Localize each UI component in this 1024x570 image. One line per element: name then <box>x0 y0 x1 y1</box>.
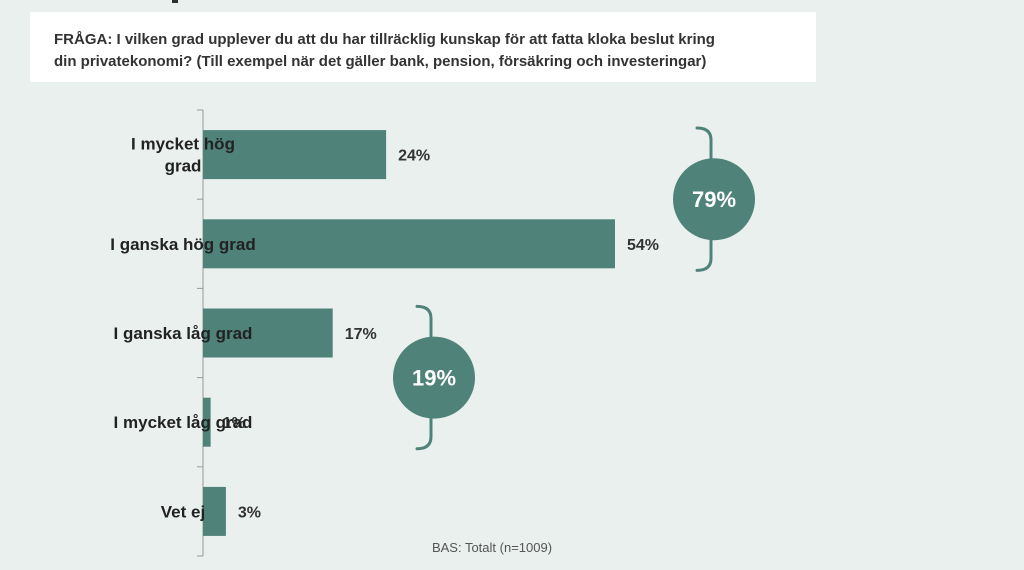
group-total-label: 79% <box>692 187 736 212</box>
value-label: 24% <box>398 148 430 165</box>
base-note: BAS: Totalt (n=1009) <box>431 540 553 555</box>
category-label: Vet ej <box>161 502 205 521</box>
bar <box>203 219 615 269</box>
value-label: 3% <box>238 504 261 521</box>
top-edge-mark <box>172 0 178 3</box>
bar <box>203 130 387 180</box>
question-line-2: din privatekonomi? (Till exempel när det… <box>54 53 707 70</box>
value-label: 17% <box>345 326 377 343</box>
group-bubble <box>393 336 475 419</box>
category-label: I ganska låg grad <box>114 324 253 343</box>
value-label: 1% <box>223 415 246 432</box>
category-label: I mycket hög <box>131 135 235 154</box>
value-label: 54% <box>627 237 659 254</box>
category-label: I mycket låg grad <box>114 413 253 432</box>
group-bubble <box>673 158 755 241</box>
bar <box>203 397 211 447</box>
question-line-1: FRÅGA: I vilken grad upplever du att du … <box>54 31 715 48</box>
question-box: FRÅGA: I vilken grad upplever du att du … <box>30 12 816 82</box>
bar <box>203 308 333 358</box>
group-total-label: 19% <box>412 366 456 391</box>
category-label: grad <box>165 157 202 176</box>
category-label: I ganska hög grad <box>110 235 255 254</box>
bar <box>203 486 226 536</box>
